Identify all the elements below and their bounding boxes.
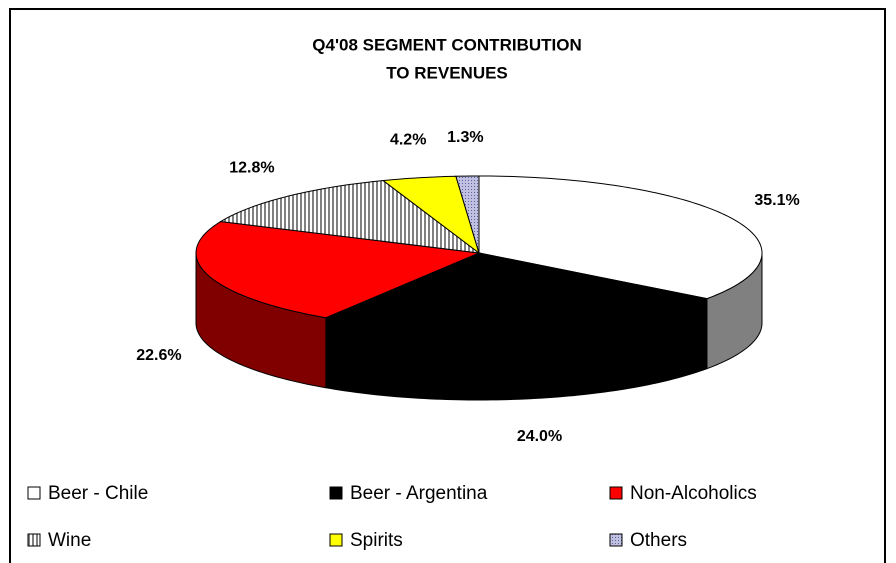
- legend-swatch: [27, 486, 41, 500]
- slice: [478, 175, 763, 300]
- legend-label: Non-Alcoholics: [630, 483, 757, 504]
- legend-swatch: [27, 533, 41, 547]
- slice: [381, 175, 480, 255]
- data-label: 35.1%: [754, 192, 799, 209]
- legend-label: Beer - Argentina: [350, 483, 488, 504]
- data-label: 12.8%: [229, 160, 274, 177]
- data-label: 1.3%: [447, 129, 483, 146]
- legend-swatch: [329, 486, 343, 500]
- data-label: 4.2%: [390, 131, 426, 148]
- chart-title: Q4'08 SEGMENT CONTRIBUTION: [312, 35, 581, 54]
- data-label: 24.0%: [517, 428, 562, 445]
- legend-label: Wine: [48, 530, 91, 551]
- legend-label: Beer - Chile: [48, 483, 148, 504]
- legend-swatch: [609, 533, 623, 547]
- data-label: 22.6%: [136, 347, 181, 364]
- slice: [455, 175, 480, 254]
- slice: [195, 221, 481, 319]
- slice: [324, 252, 709, 331]
- slice: [219, 180, 481, 254]
- legend-label: Spirits: [350, 530, 403, 551]
- legend-label: Others: [630, 530, 687, 551]
- chart-title: TO REVENUES: [386, 63, 508, 82]
- legend-swatch: [609, 486, 623, 500]
- legend-swatch: [329, 533, 343, 547]
